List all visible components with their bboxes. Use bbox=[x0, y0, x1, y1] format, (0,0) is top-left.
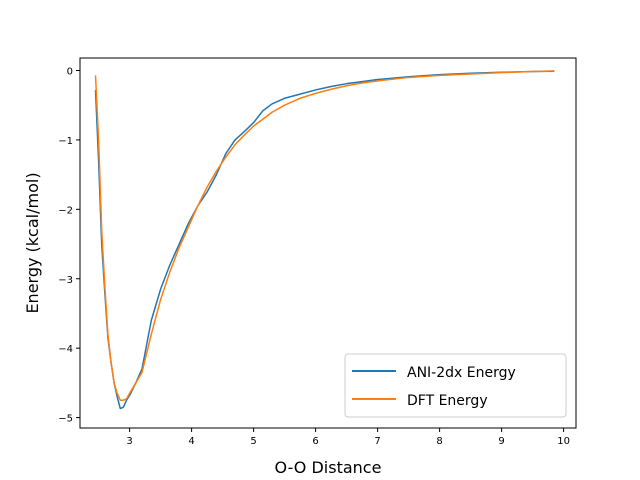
legend-label-ani: ANI-2dx Energy bbox=[407, 365, 516, 381]
legend-label-dft: DFT Energy bbox=[407, 393, 488, 409]
x-tick-label: 3 bbox=[126, 436, 132, 447]
x-axis-label: O-O Distance bbox=[275, 458, 382, 477]
x-axis-ticks: 3 4 5 6 7 8 9 10 bbox=[126, 428, 570, 447]
y-tick-label: −1 bbox=[58, 136, 73, 147]
y-axis-ticks: 0 −1 −2 −3 −4 −5 bbox=[58, 66, 80, 425]
x-tick-label: 10 bbox=[557, 436, 570, 447]
y-tick-label: −2 bbox=[58, 205, 73, 216]
y-tick-label: −4 bbox=[58, 344, 73, 355]
x-tick-label: 4 bbox=[188, 436, 194, 447]
series-layer bbox=[94, 70, 555, 410]
legend-box bbox=[344, 353, 567, 418]
y-tick-label: 0 bbox=[67, 66, 73, 77]
x-tick-label: 5 bbox=[250, 436, 256, 447]
series-line-dft bbox=[94, 70, 555, 401]
plot-area-frame bbox=[79, 57, 577, 429]
y-tick-label: −3 bbox=[58, 275, 73, 286]
y-axis-label: Energy (kcal/mol) bbox=[23, 172, 42, 313]
x-tick-label: 9 bbox=[498, 436, 504, 447]
legend: ANI-2dx Energy DFT Energy bbox=[344, 353, 567, 418]
y-tick-label: −5 bbox=[58, 414, 73, 425]
x-tick-label: 7 bbox=[374, 436, 380, 447]
x-tick-label: 6 bbox=[312, 436, 318, 447]
x-tick-label: 8 bbox=[436, 436, 442, 447]
